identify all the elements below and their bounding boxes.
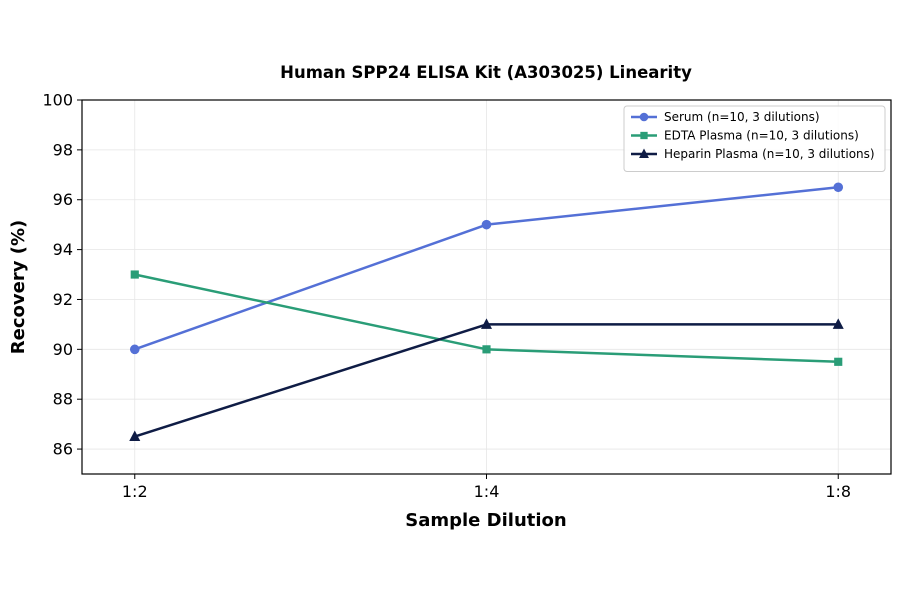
legend-marker: [640, 131, 648, 140]
chart-title: Human SPP24 ELISA Kit (A303025) Linearit…: [280, 63, 692, 82]
legend-label: EDTA Plasma (n=10, 3 dilutions): [664, 129, 859, 143]
legend: Serum (n=10, 3 dilutions) EDTA Plasma (n=…: [623, 105, 886, 172]
y-axis-label: Recovery (%): [8, 220, 29, 354]
data-point: [482, 345, 491, 354]
data-point: [832, 318, 844, 329]
data-point: [129, 344, 140, 355]
legend-item: Heparin Plasma (n=10, 3 dilutions): [631, 147, 875, 161]
y-tick-label: 96: [53, 190, 73, 209]
y-tick-label: 88: [53, 390, 73, 409]
legend-marker: [639, 112, 649, 122]
series-lines: [129, 182, 844, 442]
y-tick-label: 92: [53, 290, 73, 309]
series-1: [129, 182, 844, 355]
legend-box: [623, 105, 886, 172]
y-tick-label: 86: [53, 440, 73, 459]
y-tick-label: 94: [53, 240, 73, 259]
x-tick-label: 1:4: [474, 482, 500, 501]
series-2: [130, 270, 843, 366]
y-tick-label: 100: [42, 91, 73, 110]
data-point: [130, 270, 139, 279]
data-point: [481, 219, 492, 230]
plot-frame: [81, 99, 892, 475]
axis-ticks: 86 88 90 92 94 96 98 100 1:2 1:4 1:8: [42, 91, 851, 502]
legend-label: Serum (n=10, 3 dilutions): [664, 110, 820, 124]
x-axis-label: Sample Dilution: [405, 510, 566, 531]
data-point: [129, 430, 141, 442]
y-tick-label: 90: [53, 340, 73, 359]
data-point: [833, 182, 844, 193]
data-point: [480, 318, 493, 329]
data-point: [834, 357, 843, 366]
series-3: [129, 318, 844, 442]
y-tick-label: 98: [53, 140, 73, 159]
legend-item: Serum (n=10, 3 dilutions): [631, 110, 820, 124]
x-tick-label: 1:8: [825, 482, 851, 501]
legend-item: EDTA Plasma (n=10, 3 dilutions): [631, 129, 859, 143]
legend-marker: [639, 148, 649, 158]
legend-label: Heparin Plasma (n=10, 3 dilutions): [664, 147, 875, 161]
x-tick-label: 1:2: [122, 482, 148, 501]
